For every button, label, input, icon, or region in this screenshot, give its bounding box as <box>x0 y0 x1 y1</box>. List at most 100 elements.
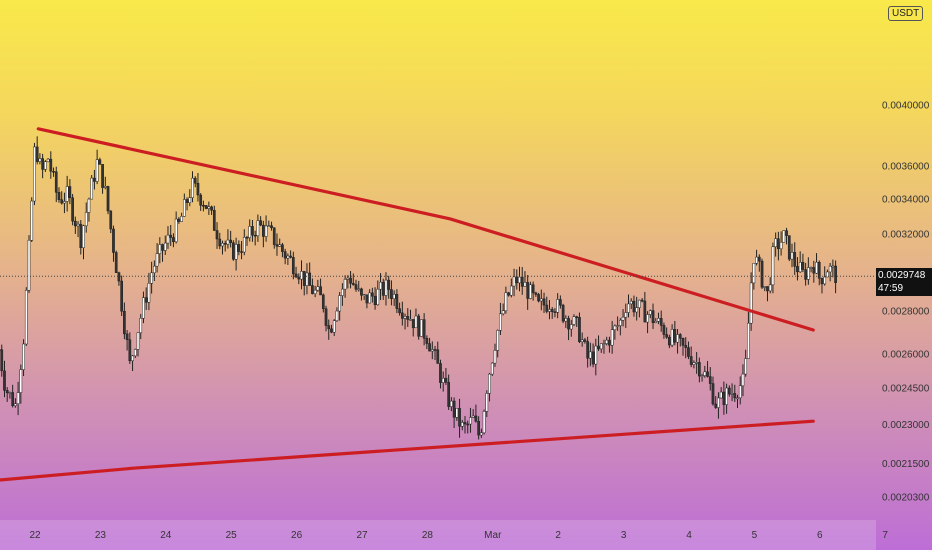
candle-bearish <box>272 227 276 245</box>
candle-bearish <box>447 382 451 407</box>
trendline-upper[interactable] <box>36 127 815 332</box>
candle-bullish <box>755 256 758 264</box>
candle-bullish <box>63 201 66 204</box>
candle-bearish <box>240 251 243 253</box>
candle-bearish <box>727 387 731 395</box>
candle-bearish <box>673 329 677 343</box>
candle-bearish <box>678 334 682 339</box>
price-scale-panel[interactable] <box>876 0 932 520</box>
candle-bearish <box>311 285 314 294</box>
candle-bearish <box>259 220 262 226</box>
candle-bearish <box>324 308 328 326</box>
candle-bullish <box>95 159 99 182</box>
bar-countdown: 47:59 <box>878 283 904 295</box>
candle-bearish <box>708 376 712 384</box>
candle-bullish <box>341 288 344 296</box>
candle-bullish <box>736 397 739 400</box>
candle-bullish <box>33 146 36 202</box>
candle-bearish <box>390 289 393 299</box>
candle-bearish <box>11 392 15 406</box>
candle-bullish <box>131 355 134 362</box>
candle-bullish <box>569 324 573 330</box>
candle-bullish <box>809 267 813 269</box>
candle-bearish <box>422 319 426 339</box>
candle-bullish <box>150 272 153 284</box>
candle-bullish <box>768 284 772 292</box>
candle-bearish <box>365 294 369 304</box>
candle-bearish <box>689 356 693 365</box>
candle-bearish <box>210 206 213 211</box>
candle-bearish <box>463 422 467 425</box>
candle-bullish <box>747 322 750 359</box>
candle-bullish <box>44 161 47 170</box>
candle-bullish <box>376 288 380 305</box>
candle-bearish <box>597 345 600 350</box>
candle-bullish <box>539 298 543 302</box>
candle-bullish <box>749 282 753 324</box>
candle-bullish <box>616 325 619 327</box>
candle-bullish <box>624 312 628 318</box>
candle-bearish <box>3 370 6 391</box>
candle-bullish <box>469 417 472 425</box>
currency-badge[interactable]: USDT <box>888 6 924 21</box>
candle-bearish <box>466 423 470 426</box>
trendline-lower[interactable] <box>0 419 815 483</box>
candle-bearish <box>229 239 233 243</box>
candle-bullish <box>163 242 167 251</box>
candle-bearish <box>425 338 429 344</box>
candle-bearish <box>591 351 595 365</box>
candle-bullish <box>638 299 641 308</box>
candle-bearish <box>371 292 374 297</box>
candle-bullish <box>695 362 698 364</box>
candle-bearish <box>520 276 524 287</box>
candle-bearish <box>760 260 764 288</box>
candle-bearish <box>651 310 655 323</box>
candle-bearish <box>834 265 837 283</box>
candle-bearish <box>297 276 301 280</box>
candle-bullish <box>621 316 625 321</box>
candle-bearish <box>128 339 132 362</box>
candle-bearish <box>395 294 399 309</box>
candle-bullish <box>242 237 246 253</box>
candle-bullish <box>316 286 320 291</box>
candle-bullish <box>248 226 252 238</box>
candle-bearish <box>477 421 480 436</box>
candle-bullish <box>384 279 388 296</box>
candle-bearish <box>643 300 647 323</box>
price-tick-label: 0.0034000 <box>882 195 930 206</box>
candle-bearish <box>659 318 663 326</box>
candle-bearish <box>662 325 666 335</box>
candle-bullish <box>648 310 652 315</box>
candle-bullish <box>84 212 88 227</box>
candle-bullish <box>182 199 186 217</box>
candle-bullish <box>490 362 494 375</box>
candle-bearish <box>820 278 824 285</box>
candle-bullish <box>430 349 434 352</box>
candle-bearish <box>373 295 377 305</box>
candle-bearish <box>578 317 581 342</box>
candle-bullish <box>670 329 674 346</box>
candle-bullish <box>779 241 783 250</box>
candle-bullish <box>692 362 696 365</box>
candle-bearish <box>796 266 799 273</box>
candle-bearish <box>123 310 126 335</box>
candle-bearish <box>766 286 769 292</box>
last-price-value: 0.0029748 <box>878 270 926 282</box>
candle-bearish <box>172 237 175 243</box>
candle-bearish <box>49 158 53 172</box>
candle-bullish <box>174 218 178 243</box>
candle-bullish <box>38 158 42 162</box>
candle-bearish <box>319 286 322 296</box>
candle-bullish <box>14 403 17 406</box>
candle-bearish <box>793 252 797 267</box>
candle-bullish <box>798 262 802 273</box>
time-scale-panel[interactable] <box>0 520 876 550</box>
candle-bullish <box>142 297 145 319</box>
candle-bearish <box>785 230 788 236</box>
candle-bullish <box>725 387 728 405</box>
candle-bearish <box>321 294 325 309</box>
candle-bullish <box>657 318 660 322</box>
candle-bullish <box>191 177 194 198</box>
